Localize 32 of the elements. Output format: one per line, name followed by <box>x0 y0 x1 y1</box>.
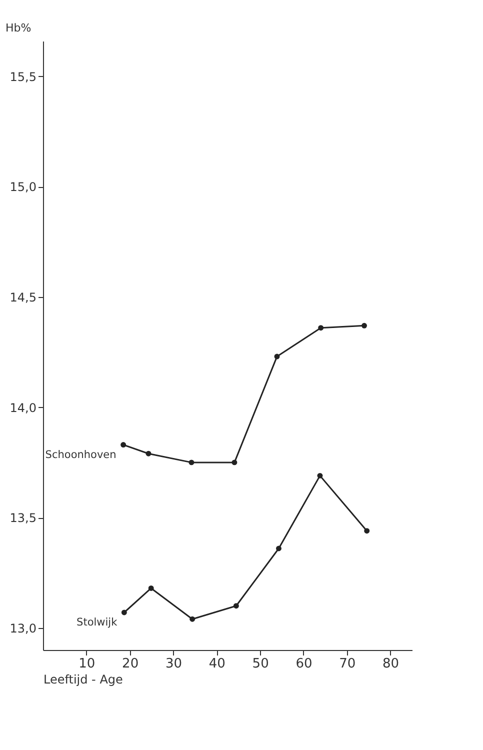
y-axis-title: Hb% <box>6 22 32 34</box>
point <box>233 603 239 609</box>
point <box>120 442 126 448</box>
y-tick-label: 14,5 <box>10 290 36 304</box>
x-tick-label: 80 <box>382 656 400 672</box>
point <box>318 325 324 331</box>
series-label: Schoonhoven <box>45 448 116 461</box>
point <box>364 528 370 534</box>
point <box>362 322 367 328</box>
point <box>317 472 323 478</box>
y-tick-label: 15,0 <box>10 180 36 194</box>
y-tick-label: 15,5 <box>10 70 36 84</box>
y-tick-label: 14,0 <box>10 400 36 415</box>
point <box>276 546 282 552</box>
y-tick-label: 13,5 <box>10 511 36 526</box>
point <box>232 460 238 466</box>
point <box>190 616 196 622</box>
x-tick-label: 10 <box>78 656 96 672</box>
x-tick-label: 70 <box>339 656 356 672</box>
x-tick-label: 40 <box>208 656 226 672</box>
point <box>121 610 127 616</box>
x-tick-label: 30 <box>165 656 182 672</box>
series-label: Stolwijk <box>76 616 118 628</box>
y-tick-label: 13,0 <box>10 621 36 636</box>
x-tick-label: 20 <box>122 656 139 672</box>
point <box>148 585 154 591</box>
point <box>146 450 152 456</box>
x-tick-label: 60 <box>296 656 312 672</box>
x-axis-title: Leeftijd - Age <box>44 672 123 686</box>
x-tick-label: 50 <box>252 656 269 672</box>
point <box>188 460 194 466</box>
point <box>274 354 280 360</box>
